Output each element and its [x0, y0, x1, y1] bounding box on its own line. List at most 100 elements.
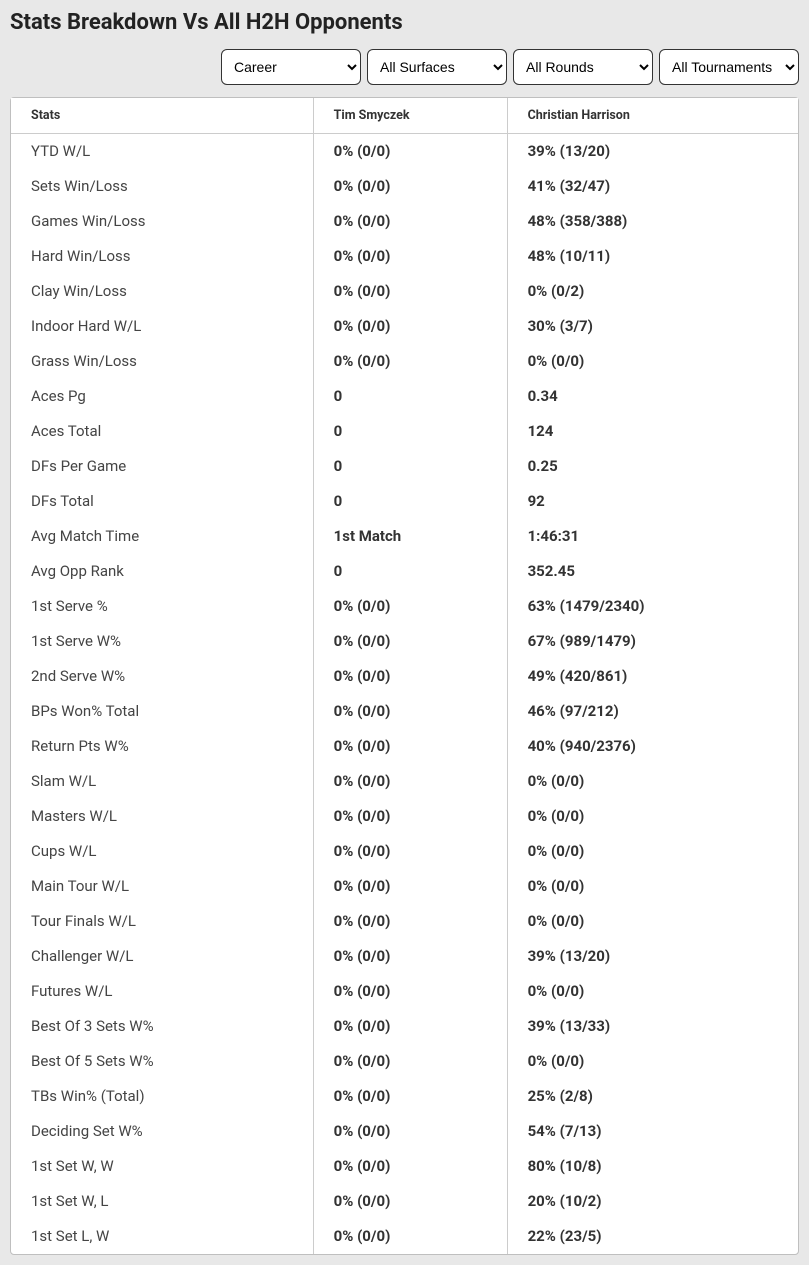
player2-value: 20% (10/2) — [507, 1184, 798, 1219]
player1-value: 0% (0/0) — [313, 344, 507, 379]
header-player1: Tim Smyczek — [313, 98, 507, 134]
stat-label: 1st Serve W% — [11, 624, 313, 659]
table-row: Avg Match Time1st Match1:46:31 — [11, 519, 798, 554]
table-row: Return Pts W%0% (0/0)40% (940/2376) — [11, 729, 798, 764]
player2-value: 39% (13/20) — [507, 939, 798, 974]
player1-value: 0% (0/0) — [313, 904, 507, 939]
stat-label: 1st Serve % — [11, 589, 313, 624]
player1-value: 0% (0/0) — [313, 1079, 507, 1114]
table-row: Main Tour W/L0% (0/0)0% (0/0) — [11, 869, 798, 904]
player1-value: 0% (0/0) — [313, 799, 507, 834]
table-row: DFs Per Game00.25 — [11, 449, 798, 484]
player2-value: 124 — [507, 414, 798, 449]
stat-label: 2nd Serve W% — [11, 659, 313, 694]
tournaments-select[interactable]: All Tournaments — [659, 49, 799, 85]
player1-value: 0% (0/0) — [313, 939, 507, 974]
table-row: Games Win/Loss0% (0/0)48% (358/388) — [11, 204, 798, 239]
player2-value: 54% (7/13) — [507, 1114, 798, 1149]
player1-value: 1st Match — [313, 519, 507, 554]
player1-value: 0 — [313, 414, 507, 449]
player1-value: 0% (0/0) — [313, 309, 507, 344]
table-row: BPs Won% Total0% (0/0)46% (97/212) — [11, 694, 798, 729]
table-row: 1st Serve W%0% (0/0)67% (989/1479) — [11, 624, 798, 659]
table-row: 1st Set W, W0% (0/0)80% (10/8) — [11, 1149, 798, 1184]
player2-value: 0.25 — [507, 449, 798, 484]
table-row: 1st Serve %0% (0/0)63% (1479/2340) — [11, 589, 798, 624]
rounds-select[interactable]: All Rounds — [513, 49, 653, 85]
player2-value: 0% (0/0) — [507, 344, 798, 379]
header-stats: Stats — [11, 98, 313, 134]
stat-label: 1st Set W, W — [11, 1149, 313, 1184]
player2-value: 39% (13/33) — [507, 1009, 798, 1044]
player2-value: 46% (97/212) — [507, 694, 798, 729]
player2-value: 67% (989/1479) — [507, 624, 798, 659]
stat-label: YTD W/L — [11, 134, 313, 169]
player1-value: 0% (0/0) — [313, 239, 507, 274]
stat-label: TBs Win% (Total) — [11, 1079, 313, 1114]
table-row: Indoor Hard W/L0% (0/0)30% (3/7) — [11, 309, 798, 344]
table-row: 1st Set L, W0% (0/0)22% (23/5) — [11, 1219, 798, 1254]
surfaces-select[interactable]: All Surfaces — [367, 49, 507, 85]
player2-value: 49% (420/861) — [507, 659, 798, 694]
player2-value: 25% (2/8) — [507, 1079, 798, 1114]
player2-value: 352.45 — [507, 554, 798, 589]
player1-value: 0% (0/0) — [313, 1009, 507, 1044]
player2-value: 39% (13/20) — [507, 134, 798, 169]
player1-value: 0 — [313, 379, 507, 414]
stats-table: Stats Tim Smyczek Christian Harrison YTD… — [11, 98, 798, 1254]
table-row: TBs Win% (Total)0% (0/0)25% (2/8) — [11, 1079, 798, 1114]
page-title: Stats Breakdown Vs All H2H Opponents — [10, 10, 799, 35]
stat-label: Aces Pg — [11, 379, 313, 414]
player2-value: 22% (23/5) — [507, 1219, 798, 1254]
player2-value: 48% (10/11) — [507, 239, 798, 274]
player2-value: 0% (0/0) — [507, 904, 798, 939]
table-row: Deciding Set W%0% (0/0)54% (7/13) — [11, 1114, 798, 1149]
stat-label: Futures W/L — [11, 974, 313, 1009]
stat-label: Games Win/Loss — [11, 204, 313, 239]
player1-value: 0% (0/0) — [313, 974, 507, 1009]
player1-value: 0 — [313, 554, 507, 589]
stat-label: DFs Total — [11, 484, 313, 519]
table-row: Sets Win/Loss0% (0/0)41% (32/47) — [11, 169, 798, 204]
player2-value: 0% (0/0) — [507, 799, 798, 834]
stat-label: BPs Won% Total — [11, 694, 313, 729]
player2-value: 0% (0/2) — [507, 274, 798, 309]
table-row: Cups W/L0% (0/0)0% (0/0) — [11, 834, 798, 869]
stat-label: Best Of 5 Sets W% — [11, 1044, 313, 1079]
player1-value: 0% (0/0) — [313, 1044, 507, 1079]
player1-value: 0% (0/0) — [313, 1184, 507, 1219]
table-header-row: Stats Tim Smyczek Christian Harrison — [11, 98, 798, 134]
player2-value: 80% (10/8) — [507, 1149, 798, 1184]
player1-value: 0% (0/0) — [313, 1149, 507, 1184]
player2-value: 63% (1479/2340) — [507, 589, 798, 624]
player2-value: 0% (0/0) — [507, 1044, 798, 1079]
stats-table-container: Stats Tim Smyczek Christian Harrison YTD… — [10, 97, 799, 1255]
player1-value: 0% (0/0) — [313, 729, 507, 764]
table-row: Tour Finals W/L0% (0/0)0% (0/0) — [11, 904, 798, 939]
stat-label: Hard Win/Loss — [11, 239, 313, 274]
player1-value: 0% (0/0) — [313, 169, 507, 204]
stat-label: Clay Win/Loss — [11, 274, 313, 309]
player1-value: 0% (0/0) — [313, 834, 507, 869]
stat-label: Aces Total — [11, 414, 313, 449]
stat-label: Best Of 3 Sets W% — [11, 1009, 313, 1044]
table-row: DFs Total092 — [11, 484, 798, 519]
table-row: Aces Pg00.34 — [11, 379, 798, 414]
player2-value: 40% (940/2376) — [507, 729, 798, 764]
player2-value: 30% (3/7) — [507, 309, 798, 344]
player2-value: 0% (0/0) — [507, 834, 798, 869]
stat-label: Masters W/L — [11, 799, 313, 834]
player1-value: 0 — [313, 449, 507, 484]
table-row: Slam W/L0% (0/0)0% (0/0) — [11, 764, 798, 799]
table-row: Best Of 5 Sets W%0% (0/0)0% (0/0) — [11, 1044, 798, 1079]
player2-value: 0% (0/0) — [507, 764, 798, 799]
stat-label: 1st Set W, L — [11, 1184, 313, 1219]
player1-value: 0% (0/0) — [313, 694, 507, 729]
stat-label: Avg Match Time — [11, 519, 313, 554]
table-row: YTD W/L0% (0/0)39% (13/20) — [11, 134, 798, 169]
filter-bar: Career All Surfaces All Rounds All Tourn… — [10, 49, 799, 85]
table-row: Masters W/L0% (0/0)0% (0/0) — [11, 799, 798, 834]
career-select[interactable]: Career — [221, 49, 361, 85]
player1-value: 0% (0/0) — [313, 274, 507, 309]
table-row: Clay Win/Loss0% (0/0)0% (0/2) — [11, 274, 798, 309]
